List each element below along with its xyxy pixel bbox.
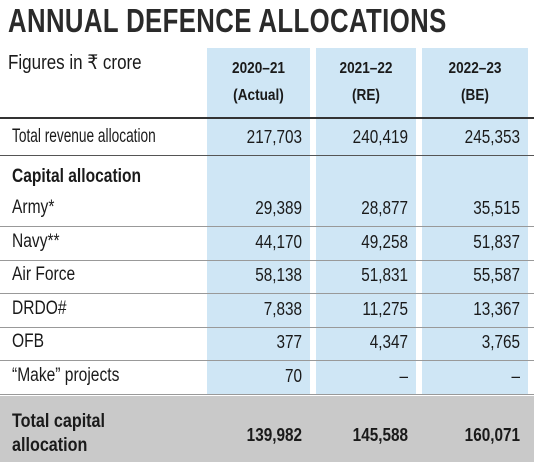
- row-rule: [0, 260, 534, 261]
- cell-value: 28,877: [361, 198, 408, 218]
- cell-value: 51,831: [361, 265, 408, 285]
- header-rule: [0, 117, 534, 119]
- total-value: 139,982: [246, 425, 302, 445]
- column-header: 2020–21: [232, 60, 285, 77]
- row-label: DRDO#: [12, 298, 67, 319]
- row-rule: [0, 155, 534, 156]
- cell-value: 3,765: [481, 332, 520, 352]
- column-header: 2022–23: [448, 60, 502, 77]
- cell-value: 11,275: [362, 299, 408, 319]
- column-background: [316, 48, 416, 395]
- row-label: Capital allocation: [12, 166, 141, 187]
- total-value: 160,071: [464, 425, 520, 445]
- column-header: (Actual): [233, 87, 284, 104]
- column-header: (RE): [352, 87, 380, 104]
- total-label: Total capital allocation: [12, 411, 106, 456]
- title: ANNUAL DEFENCE ALLOCATIONS: [8, 2, 447, 39]
- row-rule: [0, 327, 534, 328]
- row-label: “Make” projects: [12, 365, 120, 386]
- cell-value: 29,389: [255, 198, 302, 218]
- cell-value: 44,170: [255, 232, 302, 252]
- cell-value: 58,138: [255, 265, 302, 285]
- cell-value: –: [511, 366, 520, 386]
- row-label: Navy**: [12, 231, 60, 252]
- cell-value: 70: [284, 366, 302, 386]
- row-rule: [0, 293, 534, 294]
- cell-value: 55,587: [473, 265, 520, 285]
- column-background: [422, 48, 528, 395]
- cell-value: 240,419: [352, 127, 408, 147]
- row-label: Total revenue allocation: [12, 126, 156, 147]
- total-background: [0, 396, 534, 462]
- cell-value: 7,838: [263, 299, 302, 319]
- row-rule: [0, 394, 534, 395]
- cell-value: 35,515: [473, 198, 520, 218]
- row-label: OFB: [12, 331, 45, 352]
- cell-value: 245,353: [464, 127, 520, 147]
- cell-value: 217,703: [246, 127, 302, 147]
- column-background: [207, 48, 310, 395]
- column-header: 2021–22: [339, 60, 393, 77]
- cell-value: 51,837: [473, 232, 520, 252]
- cell-value: 377: [276, 332, 302, 352]
- cell-value: 49,258: [361, 232, 408, 252]
- cell-value: 13,367: [473, 299, 520, 319]
- row-label: Air Force: [12, 264, 76, 285]
- cell-value: –: [399, 366, 408, 386]
- row-rule: [0, 360, 534, 361]
- subtitle: Figures in ₹ crore: [8, 52, 142, 74]
- row-label: Army*: [12, 197, 55, 218]
- row-rule: [0, 226, 534, 227]
- cell-value: 4,347: [369, 332, 408, 352]
- total-value: 145,588: [352, 425, 408, 445]
- column-header: (BE): [461, 87, 489, 104]
